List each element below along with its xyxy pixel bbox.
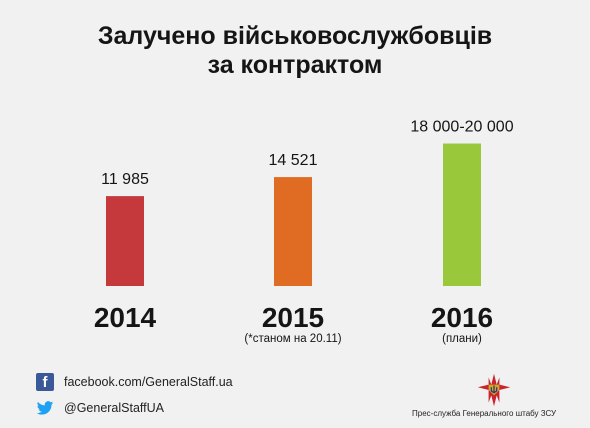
note-2016: (плани) (442, 333, 482, 345)
category-label-2016: 2016 (431, 302, 493, 333)
facebook-link[interactable]: f facebook.com/GeneralStaff.ua (36, 372, 233, 392)
general-staff-emblem-icon (477, 373, 511, 407)
twitter-icon (36, 401, 54, 415)
category-label-2014: 2014 (94, 302, 157, 333)
press-service-caption: Прес-служба Генерального штабу ЗСУ (412, 409, 557, 418)
bar-2016 (443, 143, 481, 286)
bar-2015 (274, 177, 312, 286)
value-label-2015: 14 521 (269, 152, 318, 169)
facebook-icon: f (36, 373, 54, 391)
category-label-2015: 2015 (262, 302, 324, 333)
chart-title-line-1: Залучено військовослужбовців (97, 22, 493, 50)
note-2015: (*станом на 20.11) (244, 333, 341, 345)
twitter-link[interactable]: @GeneralStaffUA (36, 398, 164, 418)
chart-title-line-2: за контрактом (207, 51, 383, 79)
twitter-text: @GeneralStaffUA (64, 401, 165, 415)
facebook-text: facebook.com/GeneralStaff.ua (64, 375, 233, 389)
value-label-2014: 11 985 (101, 171, 149, 188)
bar-2014 (106, 196, 144, 286)
chart-title: Залучено військовослужбовців за контракт… (0, 22, 590, 80)
value-label-2016: 18 000-20 000 (410, 119, 513, 136)
